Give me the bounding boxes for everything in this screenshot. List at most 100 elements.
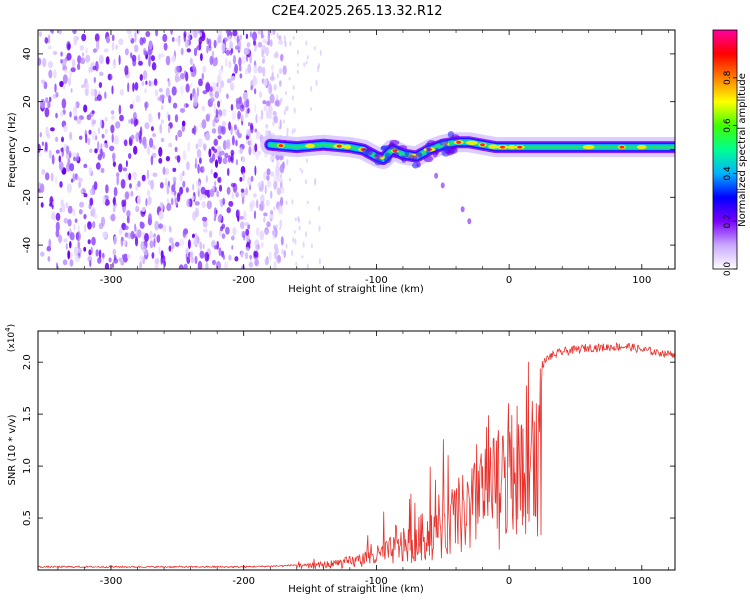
- noise-blob: [125, 172, 129, 181]
- noise-blob: [277, 254, 281, 262]
- noise-speckle: [291, 199, 294, 205]
- noise-blob: [254, 143, 258, 153]
- noise-blob: [92, 119, 96, 125]
- noise-blob: [273, 83, 277, 91]
- noise-blob: [229, 49, 233, 56]
- noise-blob: [47, 45, 52, 50]
- noise-speckle: [278, 125, 281, 130]
- noise-blob: [242, 91, 248, 101]
- noise-blob: [252, 76, 258, 86]
- noise-speckle: [306, 263, 309, 269]
- noise-speckle: [292, 36, 295, 40]
- noise-speckle: [293, 127, 296, 133]
- noise-blob: [187, 141, 191, 152]
- noise-blob: [234, 256, 239, 262]
- noise-blob: [217, 75, 221, 84]
- noise-blob: [263, 171, 268, 180]
- noise-blob: [201, 72, 204, 80]
- noise-blob: [76, 175, 80, 181]
- noise-blob: [245, 33, 248, 40]
- noise-blob: [232, 227, 237, 236]
- noise-blob: [259, 200, 265, 212]
- noise-blob: [69, 259, 74, 267]
- noise-blob: [60, 111, 64, 117]
- noise-blob: [140, 241, 145, 251]
- noise-blob: [222, 108, 227, 117]
- noise-blob: [154, 89, 158, 97]
- noise-blob: [273, 260, 277, 269]
- noise-blob: [226, 168, 230, 176]
- noise-blob: [234, 63, 239, 74]
- noise-blob: [77, 241, 81, 249]
- noise-blob: [187, 239, 191, 250]
- noise-blob: [245, 187, 248, 196]
- noise-blob: [174, 74, 180, 83]
- noise-blob: [241, 196, 245, 205]
- noise-blob: [95, 135, 98, 141]
- noise-blob: [89, 260, 92, 268]
- noise-blob: [118, 38, 124, 46]
- heatmap-x-tick-label: 0: [506, 275, 512, 286]
- noise-blob: [208, 230, 213, 238]
- noise-blob: [145, 31, 151, 37]
- noise-blob: [98, 249, 102, 259]
- noise-blob: [55, 176, 58, 185]
- noise-blob: [89, 111, 94, 118]
- noise-blob: [258, 150, 261, 156]
- noise-blob: [121, 237, 124, 242]
- noise-blob: [44, 37, 49, 44]
- noise-speckle: [284, 42, 287, 47]
- snr-x-tick-label: 0: [506, 576, 512, 587]
- noise-blob: [51, 30, 54, 35]
- heatmap-x-tick-label: 100: [632, 275, 651, 286]
- noise-blob: [278, 35, 282, 41]
- noise-blob: [60, 59, 63, 64]
- noise-blob: [124, 65, 129, 76]
- noise-blob: [126, 73, 130, 79]
- noise-blob: [171, 242, 175, 250]
- colorbar-label: Normalized spectral amplitude: [737, 73, 748, 227]
- noise-blob: [145, 80, 148, 85]
- signal-hotspot: [465, 140, 478, 146]
- noise-blob: [66, 52, 72, 61]
- noise-blob: [158, 88, 163, 93]
- noise-blob: [195, 143, 199, 150]
- noise-blob: [230, 104, 234, 111]
- noise-blob: [138, 135, 142, 144]
- noise-blob: [172, 176, 177, 182]
- noise-blob: [151, 252, 155, 259]
- noise-blob: [194, 157, 198, 168]
- noise-speckle: [285, 200, 288, 205]
- heatmap-x-axis-label: Height of straight line (km): [288, 284, 424, 295]
- noise-blob: [97, 141, 100, 151]
- noise-blob: [199, 241, 203, 249]
- noise-blob: [265, 229, 268, 235]
- noise-blob: [194, 201, 200, 206]
- noise-blob: [83, 104, 88, 113]
- noise-speckle: [294, 238, 297, 245]
- noise-blob: [224, 57, 228, 67]
- noise-blob: [135, 227, 138, 238]
- noise-blob: [134, 236, 139, 247]
- noise-blob: [283, 250, 286, 258]
- noise-speckle: [276, 224, 278, 229]
- noise-blob: [225, 139, 231, 150]
- noise-speckle: [319, 49, 322, 56]
- noise-blob: [202, 143, 207, 151]
- signal-spread: [415, 152, 423, 158]
- noise-blob: [71, 58, 76, 68]
- noise-blob: [200, 53, 203, 62]
- noise-blob: [197, 163, 200, 174]
- noise-blob: [275, 99, 280, 106]
- noise-blob: [241, 265, 245, 269]
- noise-blob: [235, 209, 241, 219]
- noise-blob: [104, 199, 110, 206]
- noise-blob: [44, 172, 50, 181]
- noise-blob: [175, 134, 178, 141]
- noise-blob: [76, 117, 82, 125]
- noise-blob: [254, 165, 257, 176]
- noise-blob: [249, 31, 252, 38]
- noise-blob: [171, 55, 176, 63]
